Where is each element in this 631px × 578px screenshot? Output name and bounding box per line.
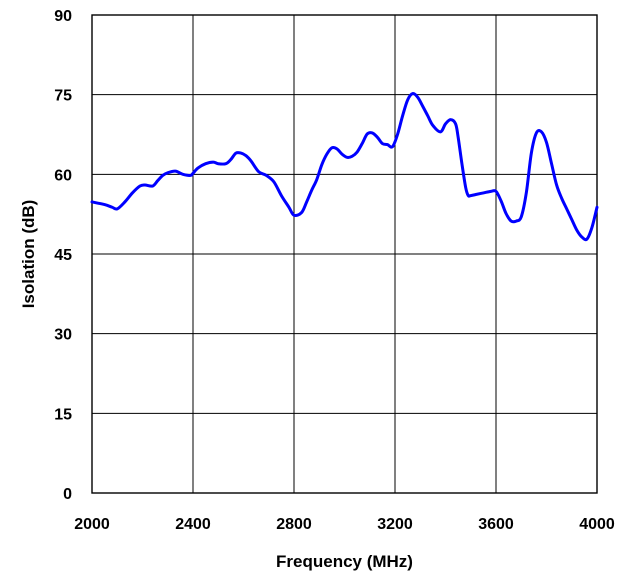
plot-frame xyxy=(91,14,598,494)
y-tick-label: 0 xyxy=(63,486,72,503)
x-axis-tick-labels: 2000 2400 2800 3200 3600 4000 xyxy=(74,516,615,533)
y-tick-label: 90 xyxy=(54,8,72,25)
x-axis-label: Frequency (MHz) xyxy=(276,552,413,571)
y-tick-label: 60 xyxy=(54,167,72,184)
y-tick-label: 30 xyxy=(54,327,72,344)
y-tick-label: 15 xyxy=(54,406,72,423)
x-tick-label: 2000 xyxy=(74,516,110,533)
y-axis-tick-labels: 0 15 30 45 60 75 90 xyxy=(54,8,72,503)
x-tick-label: 2400 xyxy=(175,516,211,533)
isolation-series-line xyxy=(90,92,599,242)
x-tick-label: 3600 xyxy=(478,516,514,533)
y-tick-label: 75 xyxy=(54,88,72,105)
x-tick-label: 4000 xyxy=(579,516,615,533)
y-axis-label: Isolation (dB) xyxy=(19,200,38,309)
x-tick-label: 2800 xyxy=(276,516,312,533)
x-tick-label: 3200 xyxy=(377,516,413,533)
y-tick-label: 45 xyxy=(54,247,72,264)
